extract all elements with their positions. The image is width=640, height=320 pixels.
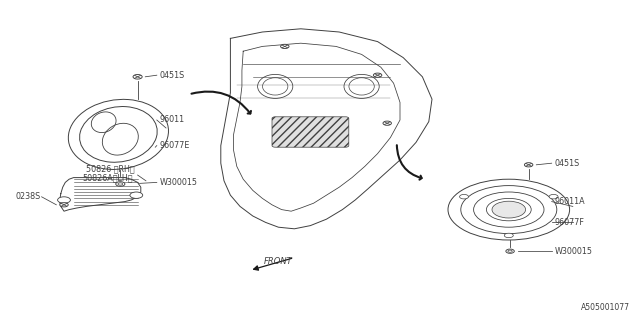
- Text: 96011A: 96011A: [555, 197, 586, 206]
- Text: 0238S: 0238S: [16, 192, 41, 201]
- Circle shape: [116, 182, 125, 186]
- Text: FRONT: FRONT: [264, 257, 292, 266]
- Circle shape: [504, 233, 513, 238]
- Circle shape: [383, 121, 392, 125]
- Text: 96077F: 96077F: [555, 218, 585, 227]
- Text: A505001077: A505001077: [581, 303, 630, 312]
- Circle shape: [60, 203, 68, 207]
- Text: 96011: 96011: [160, 116, 185, 124]
- Circle shape: [130, 192, 143, 198]
- Circle shape: [506, 249, 515, 253]
- Polygon shape: [60, 178, 141, 211]
- Text: W300015: W300015: [555, 247, 593, 256]
- Text: W300015: W300015: [160, 178, 198, 187]
- FancyBboxPatch shape: [272, 117, 349, 147]
- Circle shape: [280, 44, 289, 49]
- Circle shape: [58, 197, 70, 203]
- Text: 0451S: 0451S: [160, 71, 185, 80]
- Circle shape: [133, 75, 142, 79]
- Text: 50826A〈LH〉: 50826A〈LH〉: [82, 173, 132, 182]
- Text: 50826 〈RH〉: 50826 〈RH〉: [86, 164, 135, 173]
- Circle shape: [549, 195, 558, 199]
- Text: 96077E: 96077E: [160, 141, 190, 150]
- Circle shape: [524, 163, 533, 167]
- Circle shape: [460, 195, 468, 199]
- Ellipse shape: [492, 201, 525, 218]
- Text: 0451S: 0451S: [555, 159, 580, 168]
- Circle shape: [373, 73, 382, 77]
